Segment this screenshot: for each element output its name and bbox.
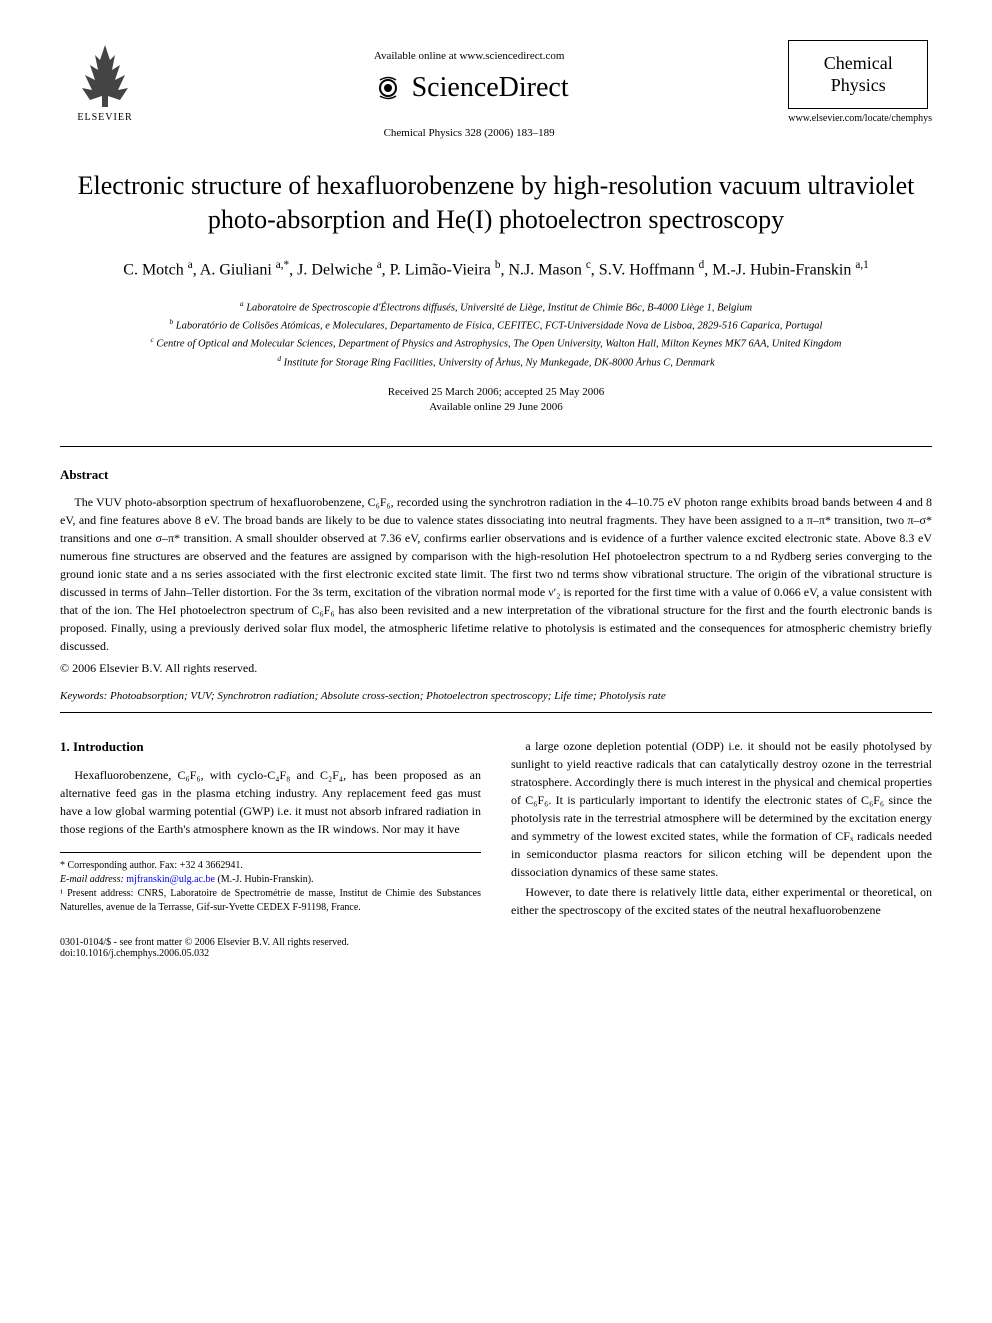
intro-col2-p1: a large ozone depletion potential (ODP) … <box>511 737 932 881</box>
issn-line: 0301-0104/$ - see front matter © 2006 El… <box>60 937 932 948</box>
intro-columns: 1. Introduction Hexafluorobenzene, C₆F₆,… <box>60 737 932 921</box>
journal-box: Chemical Physics <box>788 40 928 109</box>
journal-name-2: Physics <box>807 75 909 97</box>
abstract-body: The VUV photo-absorption spectrum of hex… <box>60 493 932 655</box>
divider-top <box>60 446 932 447</box>
footnote-present: ¹ Present address: CNRS, Laboratoire de … <box>60 887 481 915</box>
authors-line: C. Motch a, A. Giuliani a,*, J. Delwiche… <box>60 257 932 282</box>
bottom-meta: 0301-0104/$ - see front matter © 2006 El… <box>60 937 932 959</box>
available-online-text: Available online at www.sciencedirect.co… <box>150 50 788 62</box>
footnote-email: E-mail address: mjfranskin@ulg.ac.be (M.… <box>60 873 481 887</box>
intro-heading: 1. Introduction <box>60 737 481 757</box>
elsevier-label: ELSEVIER <box>77 112 132 123</box>
abstract-heading: Abstract <box>60 467 932 483</box>
keywords-text: Photoabsorption; VUV; Synchrotron radiat… <box>110 690 666 702</box>
email-link[interactable]: mjfranskin@ulg.ac.be <box>126 874 215 885</box>
elsevier-logo-block: ELSEVIER <box>60 40 150 123</box>
article-title: Electronic structure of hexafluorobenzen… <box>60 169 932 237</box>
intro-col2-p2: However, to date there is relatively lit… <box>511 883 932 919</box>
sciencedirect-logo: ScienceDirect <box>370 70 569 106</box>
abstract-copyright: © 2006 Elsevier B.V. All rights reserved… <box>60 661 932 676</box>
email-label: E-mail address: <box>60 874 124 885</box>
column-left: 1. Introduction Hexafluorobenzene, C₆F₆,… <box>60 737 481 921</box>
column-right: a large ozone depletion potential (ODP) … <box>511 737 932 921</box>
sciencedirect-icon <box>370 70 406 106</box>
journal-url: www.elsevier.com/locate/chemphys <box>788 113 932 124</box>
affiliations: a Laboratoire de Spectroscopie d'Électro… <box>60 298 932 371</box>
affiliation-d: d Institute for Storage Ring Facilities,… <box>60 353 932 371</box>
journal-name-1: Chemical <box>807 53 909 75</box>
divider-bottom <box>60 712 932 713</box>
article-dates: Received 25 March 2006; accepted 25 May … <box>60 385 932 416</box>
intro-col1-p1: Hexafluorobenzene, C₆F₆, with cyclo-C₄F₈… <box>60 766 481 838</box>
keywords-line: Keywords: Photoabsorption; VUV; Synchrot… <box>60 690 932 702</box>
header-row: ELSEVIER Available online at www.science… <box>60 40 932 139</box>
elsevier-tree-icon <box>70 40 140 110</box>
center-header: Available online at www.sciencedirect.co… <box>150 40 788 139</box>
affiliation-a: a Laboratoire de Spectroscopie d'Électro… <box>60 298 932 316</box>
online-date: Available online 29 June 2006 <box>60 400 932 415</box>
received-date: Received 25 March 2006; accepted 25 May … <box>60 385 932 400</box>
journal-box-wrap: Chemical Physics www.elsevier.com/locate… <box>788 40 932 124</box>
journal-reference: Chemical Physics 328 (2006) 183–189 <box>150 127 788 139</box>
keywords-label: Keywords: <box>60 690 107 702</box>
email-attribution: (M.-J. Hubin-Franskin). <box>217 874 313 885</box>
affiliation-b: b Laboratório de Colisões Atómicas, e Mo… <box>60 316 932 334</box>
doi-line: doi:10.1016/j.chemphys.2006.05.032 <box>60 948 932 959</box>
footnotes: * Corresponding author. Fax: +32 4 36629… <box>60 852 481 915</box>
affiliation-c: c Centre of Optical and Molecular Scienc… <box>60 334 932 352</box>
sciencedirect-text: ScienceDirect <box>412 72 569 104</box>
footnote-corresponding: * Corresponding author. Fax: +32 4 36629… <box>60 859 481 873</box>
